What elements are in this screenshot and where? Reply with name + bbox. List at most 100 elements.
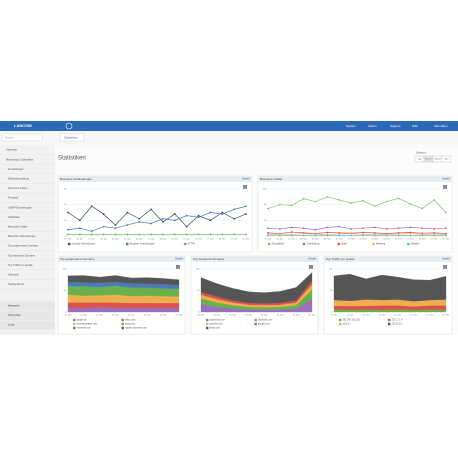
legend-label[interactable]: doubleclick.net bbox=[210, 319, 226, 322]
legend-label[interactable]: Blockierte Verbindungen bbox=[130, 243, 156, 246]
point bbox=[373, 233, 376, 235]
legend-swatch bbox=[73, 326, 76, 330]
legend-label[interactable]: Unterhaltung bbox=[306, 243, 320, 246]
sidebar-section-label[interactable]: Netzwerk bbox=[8, 304, 20, 308]
panel-title: Top aufgerufene Domains bbox=[60, 257, 95, 261]
sidebar-item[interactable]: Protokoll bbox=[8, 196, 19, 200]
sidebar-item[interactable]: SNMP-Einstellungen bbox=[8, 205, 32, 209]
legend-label[interactable]: office.com bbox=[125, 320, 136, 322]
legend-label[interactable]: HTTPS bbox=[188, 244, 196, 246]
period-option[interactable]: Tag bbox=[418, 159, 422, 161]
legend-label[interactable]: google.com bbox=[258, 324, 270, 326]
sidebar-item[interactable]: Übersicht bbox=[8, 272, 19, 276]
legend-swatch bbox=[121, 326, 124, 330]
menu-item[interactable]: Admin bbox=[368, 124, 377, 128]
point bbox=[162, 217, 164, 220]
point bbox=[409, 202, 412, 205]
sidebar-item[interactable]: Besuchte Inhalte bbox=[8, 224, 28, 228]
x-tick-label: 14. Nov bbox=[347, 315, 354, 317]
legend-label[interactable]: 192.168.100.100 bbox=[343, 320, 361, 322]
menu-item[interactable]: Abmelden bbox=[434, 124, 448, 128]
sidebar-item[interactable]: Besuchte Verbindungen bbox=[8, 234, 36, 238]
x-tick-label: 26. Nov bbox=[176, 315, 183, 317]
panel-link[interactable]: Details bbox=[308, 257, 317, 261]
point bbox=[162, 233, 164, 236]
x-tick-label: 20. Nov bbox=[395, 315, 402, 317]
legend-swatch bbox=[68, 242, 71, 246]
menu-item[interactable]: Support bbox=[390, 124, 401, 128]
legend-label[interactable]: Spam bbox=[341, 244, 347, 246]
sidebar-item[interactable]: Syslog-Server bbox=[8, 282, 24, 286]
point bbox=[397, 227, 400, 230]
point bbox=[114, 227, 117, 230]
period-option[interactable]: Jahr bbox=[444, 158, 449, 161]
area bbox=[333, 274, 447, 302]
x-tick-label: 24. Nov bbox=[427, 315, 434, 317]
legend-label[interactable]: facebook.com bbox=[258, 320, 272, 322]
panel-link[interactable]: Details bbox=[442, 257, 451, 261]
legend-label[interactable]: 172.16.0.1 bbox=[392, 324, 404, 326]
legend-label[interactable]: Geprüfte Verbindungen bbox=[72, 243, 96, 246]
legend-label[interactable]: microsoft.com bbox=[77, 327, 91, 330]
period-option[interactable]: Monat bbox=[434, 158, 440, 161]
sidebar-item[interactable]: Kennwort ändern bbox=[8, 186, 28, 190]
chart-menu-icon[interactable] bbox=[176, 265, 180, 269]
point bbox=[397, 233, 400, 235]
line bbox=[267, 196, 447, 213]
panel-link[interactable]: Details bbox=[175, 257, 184, 261]
point bbox=[185, 214, 188, 217]
chart-menu-icon[interactable] bbox=[309, 265, 313, 269]
point bbox=[326, 195, 329, 198]
menu-item[interactable]: Hilfe bbox=[412, 124, 418, 128]
x-tick-label: 24. Nov bbox=[293, 315, 300, 317]
sidebar-section-label[interactable]: Links bbox=[8, 323, 15, 327]
tab[interactable] bbox=[59, 133, 85, 142]
point bbox=[278, 228, 281, 230]
sidebar-item[interactable]: Statistiken bbox=[8, 215, 21, 219]
x-tick-label: 06. Nov bbox=[76, 239, 83, 241]
panel-title: Top blockierte Domains bbox=[193, 257, 225, 261]
point bbox=[126, 224, 129, 226]
legend-label[interactable]: update.microsoft.com bbox=[125, 327, 147, 330]
menu-item[interactable]: System bbox=[346, 124, 357, 128]
legend-label[interactable]: Malware bbox=[411, 243, 420, 246]
point bbox=[278, 203, 281, 206]
legend-label[interactable]: Werbung bbox=[376, 243, 386, 246]
period-option[interactable]: Woche bbox=[425, 159, 433, 161]
legend-label[interactable]: windowsupdate.com bbox=[77, 323, 98, 326]
sidebar-item[interactable]: Top blockierte Domains bbox=[8, 253, 36, 257]
legend-label[interactable]: 172.17.1.4 bbox=[392, 320, 404, 322]
x-tick-label: 10. Nov bbox=[324, 239, 331, 241]
legend-label[interactable]: google.de bbox=[77, 320, 88, 322]
sidebar-item[interactable]: Wiederherstellung bbox=[8, 176, 29, 180]
sidebar-item[interactable]: Übersicht bbox=[6, 148, 17, 152]
panel-link[interactable]: Details bbox=[442, 177, 451, 181]
legend-label[interactable]: youtube.com bbox=[210, 323, 223, 326]
page-title: Statistiken bbox=[58, 156, 86, 162]
point bbox=[362, 227, 364, 230]
sidebar-item[interactable]: Monitoring & Statistiken bbox=[6, 157, 34, 161]
point bbox=[397, 197, 400, 200]
period-button[interactable] bbox=[441, 155, 452, 163]
search-box[interactable] bbox=[1, 133, 43, 142]
chart-menu-icon[interactable] bbox=[443, 265, 447, 269]
x-tick-label: 05. Nov bbox=[265, 239, 272, 241]
sidebar-section-label[interactable]: Sicherheit bbox=[8, 313, 21, 317]
sidebar-item[interactable]: Top Traffic pro Quelle bbox=[8, 263, 33, 267]
legend-label[interactable]: 10.0.0.1 bbox=[343, 324, 352, 326]
legend-label[interactable]: ebay.com bbox=[125, 324, 135, 326]
sidebar-item[interactable]: Einstellungen bbox=[8, 167, 24, 171]
area bbox=[67, 275, 180, 286]
panel-link[interactable]: Details bbox=[242, 177, 251, 181]
legend-label[interactable]: Geschäftlich bbox=[272, 243, 285, 246]
chart-menu-icon[interactable] bbox=[443, 185, 447, 189]
x-tick-label: 16. Nov bbox=[229, 315, 236, 317]
point bbox=[67, 228, 69, 231]
legend-label[interactable]: tiktok.com bbox=[210, 327, 220, 330]
point bbox=[78, 227, 81, 230]
point bbox=[150, 222, 152, 225]
chart-menu-icon[interactable] bbox=[243, 185, 247, 189]
sidebar-item[interactable]: Top aufgerufene Domains bbox=[8, 244, 38, 248]
point bbox=[173, 219, 176, 222]
x-tick-label: 22. Nov bbox=[277, 315, 284, 317]
